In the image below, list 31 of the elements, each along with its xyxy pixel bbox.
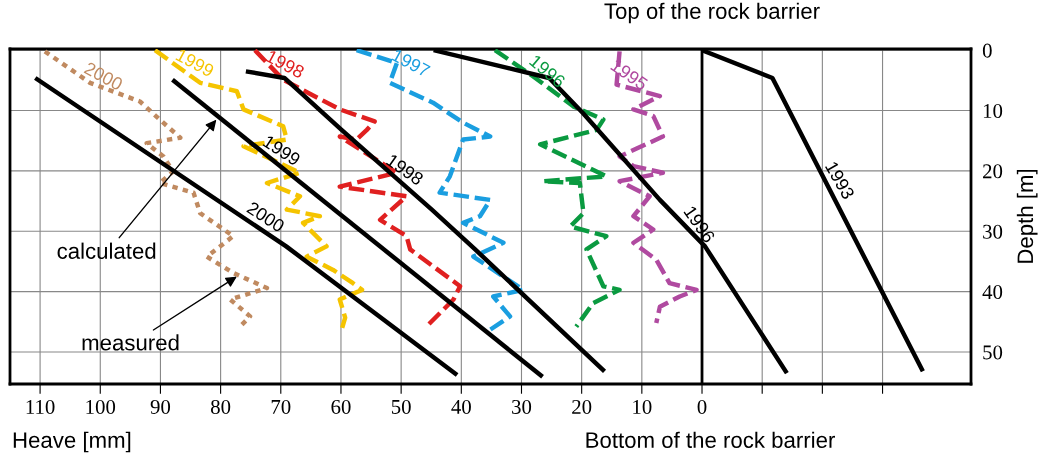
x-axis-title: Heave [mm]	[13, 431, 131, 453]
x-tick-label: 100	[86, 399, 116, 414]
text: 1997	[391, 48, 431, 78]
x-tick-label: 70	[271, 399, 291, 414]
text: 1999	[175, 48, 215, 78]
text: 1999	[262, 134, 302, 167]
y-tick-label: 0	[982, 43, 992, 58]
x-tick-label: 60	[331, 399, 351, 414]
chart-title: Top of the rock barrier	[604, 2, 820, 24]
x-tick-label: 110	[26, 399, 55, 414]
y-axis-title: Depth [m]	[1016, 169, 1038, 263]
y-tick-label: 50	[983, 345, 1003, 360]
annotation: measured	[82, 334, 179, 351]
text: 1998	[385, 153, 425, 186]
y-tick-label: 10	[983, 103, 1003, 118]
x-tick-label: 80	[210, 399, 231, 414]
y-tick-label: 30	[983, 224, 1003, 239]
x-tick-label: 0	[697, 399, 707, 414]
text: Bottom of the rock barrier	[586, 431, 835, 448]
x-tick-label: 40	[451, 399, 471, 414]
x-tick-label: 90	[150, 399, 171, 414]
x-tick-label: 10	[633, 399, 652, 414]
text: 2000	[83, 61, 124, 91]
x-tick-label: 20	[572, 399, 592, 414]
x-tick-label: 50	[391, 399, 411, 414]
x-tick-label: 30	[512, 399, 532, 414]
text: 1998	[265, 49, 306, 79]
annotation: calculated	[57, 242, 156, 259]
y-tick-label: 20	[983, 164, 1003, 179]
text: 2000	[246, 201, 286, 233]
y-tick-label: 40	[982, 285, 1003, 300]
